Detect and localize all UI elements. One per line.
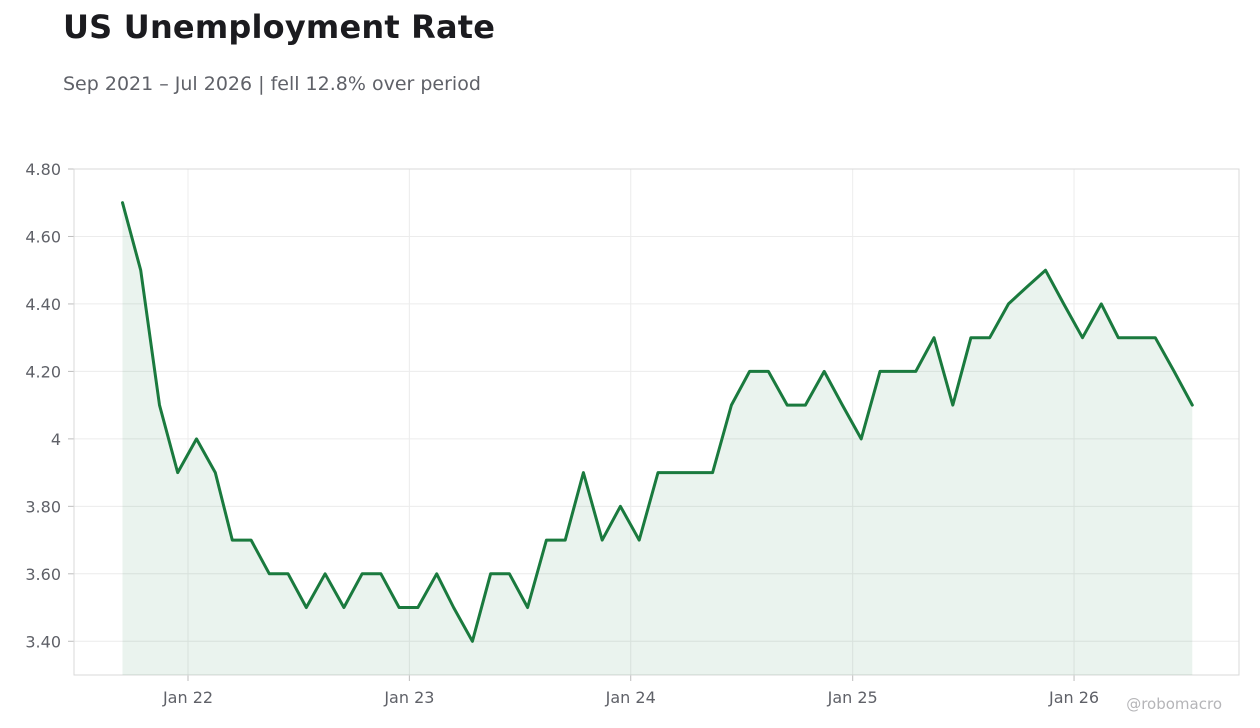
watermark: @robomacro: [1126, 695, 1222, 713]
plot-frame: [73, 168, 1240, 676]
y-tick-label: 3.40: [25, 632, 61, 651]
x-tick-label: Jan 25: [827, 688, 878, 707]
y-tick-label: 4.20: [25, 362, 61, 381]
x-tick-label: Jan 23: [383, 688, 434, 707]
y-tick-label: 4.40: [25, 295, 61, 314]
y-axis-tick-labels: 3.40 3.60 3.80 4 4.20 4.40 4.60 4.80: [25, 160, 61, 651]
y-tick-label: 3.80: [25, 497, 61, 516]
chart-subtitle: Sep 2021 – Jul 2026 | fell 12.8% over pe…: [63, 73, 481, 95]
y-tick-label: 3.60: [25, 565, 61, 584]
series-area-fill: [122, 202, 1193, 675]
chart-title: US Unemployment Rate: [63, 8, 496, 46]
y-tick-label: 4: [51, 430, 61, 449]
grid-lines: [68, 168, 1239, 681]
x-tick-label: Jan 26: [1048, 688, 1099, 707]
y-tick-label: 4.80: [25, 160, 61, 179]
x-axis-tick-labels: Jan 22 Jan 23 Jan 24 Jan 25 Jan 26: [162, 688, 1099, 707]
y-tick-label: 4.60: [25, 227, 61, 246]
x-tick-label: Jan 24: [605, 688, 656, 707]
x-tick-label: Jan 22: [162, 688, 213, 707]
series-line: [121, 201, 1194, 643]
